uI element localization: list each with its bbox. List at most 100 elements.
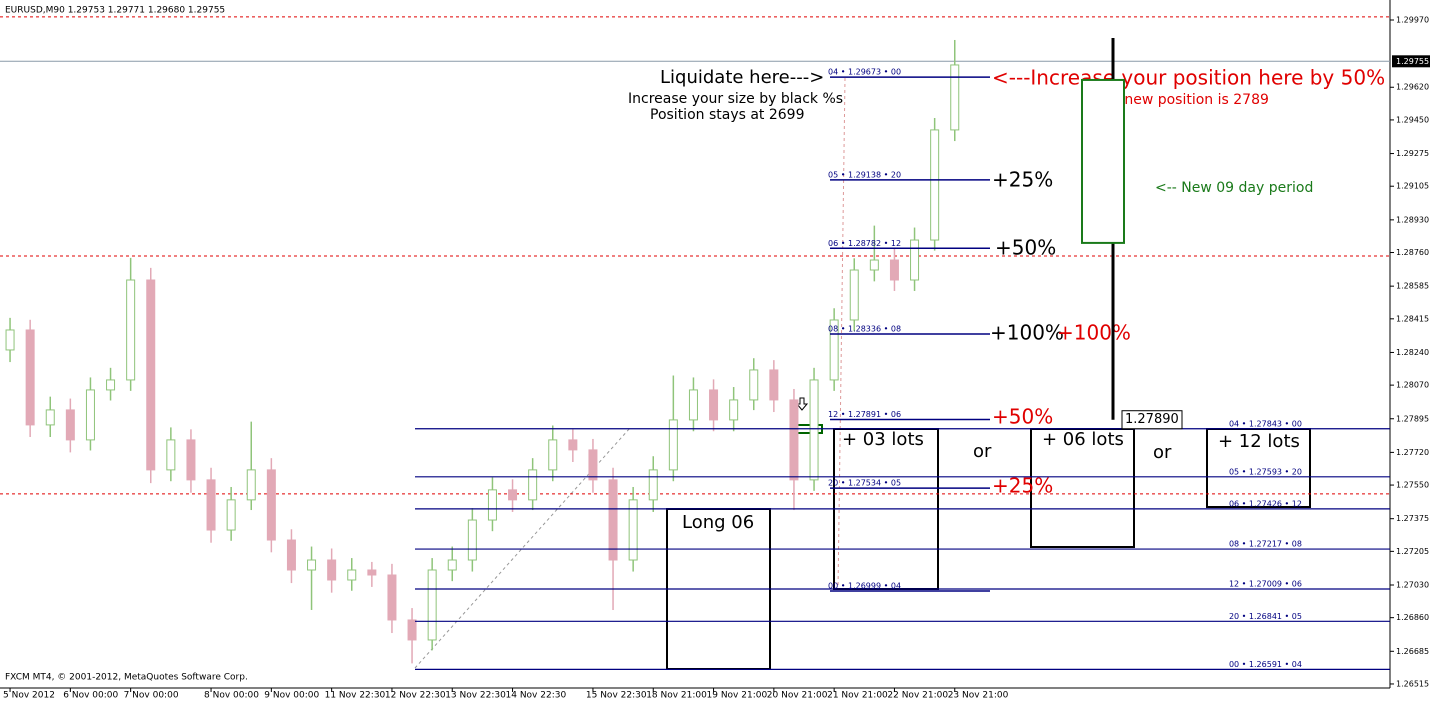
candle-body (930, 129, 940, 241)
box-label: + 12 lots (1218, 431, 1300, 452)
candle-body (327, 559, 337, 581)
annotation: Position stays at 2699 (650, 107, 805, 123)
fib-label: 08 • 1.27217 • 08 (1229, 540, 1302, 549)
candle-body (528, 469, 538, 501)
x-tick-label: 19 Nov 21:00 (707, 691, 768, 701)
y-tick-label: 1.26515 (1396, 679, 1429, 688)
fib-label: 12 • 1.27891 • 06 (828, 410, 901, 419)
candle-body (407, 619, 417, 641)
x-tick-label: 5 Nov 2012 (3, 691, 55, 701)
y-tick-label: 1.29275 (1396, 149, 1429, 158)
candle-body (367, 569, 377, 576)
x-tick-label: 11 Nov 22:30 (325, 691, 386, 701)
candle-body (166, 439, 176, 471)
candle-body (628, 499, 638, 561)
x-tick-label: 9 Nov 00:00 (264, 691, 319, 701)
fib-label: 00 • 1.26999 • 04 (828, 581, 901, 590)
x-tick-label: 21 Nov 21:00 (827, 691, 888, 701)
annotation: +50% (992, 405, 1053, 429)
candle-body (709, 389, 719, 421)
y-tick-label: 1.27720 (1396, 448, 1429, 457)
annotation: +100% (990, 321, 1064, 345)
candle-body (226, 499, 236, 531)
y-tick-label: 1.29105 (1396, 182, 1429, 191)
y-tick-label: 1.26860 (1396, 613, 1429, 622)
candle-body (286, 539, 296, 571)
candle-body (347, 569, 357, 581)
y-tick-label: 1.28240 (1396, 348, 1429, 357)
y-tick-label: 1.28585 (1396, 282, 1429, 291)
fib-label: 06 • 1.28782 • 12 (828, 239, 901, 248)
y-tick-label: 1.28070 (1396, 381, 1429, 390)
annotation: +25% (992, 168, 1053, 192)
fib-connector (837, 77, 846, 591)
fib-label: 06 • 1.27426 • 12 (1229, 499, 1302, 508)
candle-body (688, 389, 698, 421)
copyright: FXCM MT4, © 2001-2012, MetaQuotes Softwa… (5, 673, 248, 683)
y-tick-label: 1.28415 (1396, 314, 1429, 323)
annotation: Liquidate here---> (660, 67, 824, 88)
x-tick-label: 20 Nov 21:00 (767, 691, 828, 701)
y-tick-label: 1.27205 (1396, 547, 1429, 556)
x-tick-label: 22 Nov 21:00 (887, 691, 948, 701)
candle-body (729, 399, 739, 421)
candle-body (387, 574, 397, 621)
candle-body (668, 419, 678, 471)
annotation: Your new position is 2789 (1089, 92, 1269, 108)
fib-label: 05 • 1.27593 • 20 (1229, 467, 1302, 476)
candle-body (307, 559, 317, 571)
y-tick-label: 1.27550 (1396, 481, 1429, 490)
candle-body (246, 469, 256, 501)
candle-body (548, 439, 558, 471)
y-tick-label: 1.28760 (1396, 248, 1429, 257)
candle-body (749, 369, 759, 401)
annotation: or (973, 441, 992, 462)
y-tick-label: 1.29620 (1396, 83, 1429, 92)
annotation: Increase your size by black %s (628, 91, 843, 107)
candle-body (950, 64, 960, 131)
candle-body (65, 409, 75, 441)
candle-body (588, 449, 598, 481)
x-tick-label: 13 Nov 22:30 (445, 691, 506, 701)
candle-body (45, 409, 55, 426)
fib-label: 12 • 1.27009 • 06 (1229, 580, 1302, 589)
fib-label: 08 • 1.28336 • 08 (828, 325, 901, 334)
candle-body (5, 329, 15, 351)
low-label: 1.27890 (1125, 412, 1179, 427)
chart-header: EURUSD,M90 1.29753 1.29771 1.29680 1.297… (5, 6, 225, 16)
y-tick-label: 1.26685 (1396, 647, 1429, 656)
x-tick-label: 15 Nov 22:30 (586, 691, 647, 701)
candle-body (186, 439, 196, 481)
y-tick-label: 1.29450 (1396, 115, 1429, 124)
fib-label: 05 • 1.29138 • 20 (828, 170, 901, 179)
candle-body (146, 279, 156, 471)
y-tick-label: 1.27030 (1396, 580, 1429, 589)
candle-body (789, 399, 799, 481)
candle-body (447, 559, 457, 571)
x-tick-label: 14 Nov 22:30 (506, 691, 567, 701)
low-label-box (1121, 410, 1183, 430)
x-tick-label: 18 Nov 21:00 (646, 691, 707, 701)
big-candle-body (1081, 78, 1125, 244)
x-tick-label: 6 Nov 00:00 (63, 691, 118, 701)
fib-label: 20 • 1.26841 • 05 (1229, 612, 1302, 621)
candle-body (809, 379, 819, 481)
candle-body (608, 479, 618, 561)
annotation: <-- New 09 day period (1155, 180, 1313, 196)
annotation: <---Increase your position here by 50% (992, 66, 1385, 90)
y-tick-label: 1.29970 (1396, 15, 1429, 24)
annotation: +100% (1057, 321, 1131, 345)
annotation: or (1153, 442, 1172, 463)
candle-body (568, 439, 578, 451)
candle-body (206, 479, 216, 531)
candle-body (910, 239, 920, 281)
candle-body (829, 319, 839, 381)
box-label: + 06 lots (1042, 429, 1124, 450)
candle-body (427, 569, 437, 641)
candle-body (648, 469, 658, 501)
x-tick-label: 12 Nov 22:30 (385, 691, 446, 701)
y-tick-label: 1.27895 (1396, 414, 1429, 423)
x-tick-label: 23 Nov 21:00 (948, 691, 1009, 701)
